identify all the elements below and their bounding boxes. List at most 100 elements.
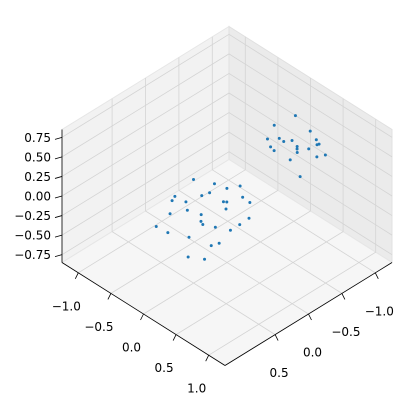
grid-line — [111, 98, 276, 335]
z-tick-label: 0.75 — [24, 131, 51, 145]
tick-mark — [54, 136, 63, 140]
point — [314, 138, 318, 142]
point — [192, 178, 196, 182]
grid-line — [61, 33, 393, 138]
grid-line — [61, 131, 393, 236]
tick-mark — [274, 334, 279, 341]
point — [213, 225, 217, 229]
tick-mark — [54, 254, 63, 258]
grid-line — [178, 57, 343, 294]
point — [293, 114, 297, 118]
point — [317, 142, 321, 146]
point — [225, 186, 229, 190]
x-axis-line — [61, 262, 226, 366]
point — [184, 200, 188, 204]
point — [208, 191, 212, 195]
point — [209, 244, 213, 248]
tick-mark — [54, 156, 63, 160]
point — [170, 199, 174, 203]
grid-line — [175, 98, 344, 335]
grid-line — [61, 151, 393, 256]
point — [295, 144, 299, 148]
point — [269, 145, 273, 149]
x-tick-label: −0.5 — [84, 320, 113, 334]
point — [298, 175, 302, 179]
point — [238, 184, 242, 188]
tick-mark — [341, 293, 346, 300]
point — [295, 147, 299, 151]
grid-line — [61, 53, 393, 158]
point — [186, 255, 190, 259]
point — [203, 257, 207, 261]
z-tick-label: 0.25 — [24, 170, 51, 184]
point — [199, 219, 203, 223]
grid-line — [211, 36, 376, 274]
z-tick-label: −0.75 — [14, 248, 51, 262]
tick-mark — [205, 355, 210, 362]
point — [247, 216, 251, 220]
y-tick-label: 0.5 — [270, 366, 289, 380]
grid-line — [145, 78, 309, 315]
point — [200, 194, 204, 198]
point — [272, 123, 276, 127]
point — [168, 212, 172, 216]
point — [295, 151, 299, 155]
tick-mark — [107, 293, 112, 300]
point — [154, 224, 158, 228]
tick-mark — [140, 313, 144, 321]
point — [201, 223, 205, 227]
point — [265, 137, 269, 141]
point — [288, 158, 292, 162]
tick-mark — [54, 195, 63, 199]
point — [224, 207, 228, 211]
grid-line — [61, 112, 393, 216]
point — [241, 195, 245, 199]
point — [173, 194, 177, 198]
x-tick-label: −1.0 — [52, 299, 81, 313]
tick-mark — [54, 234, 63, 238]
point — [323, 153, 327, 157]
point — [228, 228, 232, 232]
point — [212, 182, 216, 186]
point — [225, 200, 229, 204]
tick-mark — [54, 215, 63, 218]
point — [272, 149, 276, 153]
grid-line — [110, 57, 279, 294]
point — [307, 147, 311, 151]
z-tick-label: 0.50 — [24, 150, 51, 164]
point — [166, 231, 170, 235]
grid-line — [208, 119, 377, 356]
point — [199, 213, 203, 217]
point — [238, 223, 242, 227]
point — [221, 200, 225, 204]
point — [277, 136, 281, 140]
z-tick-label: −0.50 — [14, 229, 51, 243]
y-tick-label: −1.0 — [365, 304, 394, 318]
z-tick-label: −0.25 — [14, 209, 51, 223]
z-tick-label: 0.00 — [24, 190, 51, 204]
x-tick-label: 1.0 — [187, 382, 206, 396]
point — [248, 201, 252, 205]
grid-line — [61, 92, 393, 197]
tick-mark — [74, 272, 79, 279]
grid-line — [61, 72, 393, 177]
point — [282, 140, 286, 144]
point — [290, 139, 294, 143]
y-axis-line — [224, 262, 393, 366]
y-tick-label: −0.5 — [331, 325, 360, 339]
tick-mark — [374, 272, 379, 279]
tick-mark — [308, 313, 312, 321]
grid-line — [143, 78, 311, 315]
point — [315, 155, 319, 159]
point — [187, 235, 191, 239]
y-tick-label: 0.0 — [303, 346, 322, 360]
point — [217, 241, 221, 245]
tick-mark — [172, 334, 177, 341]
point — [308, 129, 312, 133]
grid-line — [78, 36, 246, 274]
x-tick-label: 0.5 — [155, 361, 174, 375]
x-tick-label: 0.0 — [122, 341, 141, 355]
point — [185, 208, 189, 212]
tick-mark — [54, 176, 63, 179]
